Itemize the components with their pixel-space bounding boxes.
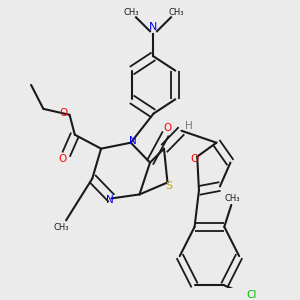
- Text: N: N: [106, 195, 114, 206]
- Text: O: O: [59, 108, 68, 118]
- Text: N: N: [149, 22, 158, 32]
- Text: O: O: [58, 154, 67, 164]
- Text: CH₃: CH₃: [169, 8, 184, 16]
- Text: CH₃: CH₃: [53, 223, 69, 232]
- Text: CH₃: CH₃: [224, 194, 240, 203]
- Text: H: H: [185, 121, 193, 131]
- Text: O: O: [164, 123, 172, 133]
- Text: O: O: [190, 154, 199, 164]
- Text: Cl: Cl: [246, 290, 256, 300]
- Text: S: S: [166, 182, 173, 191]
- Text: CH₃: CH₃: [123, 8, 139, 16]
- Text: N: N: [129, 136, 136, 146]
